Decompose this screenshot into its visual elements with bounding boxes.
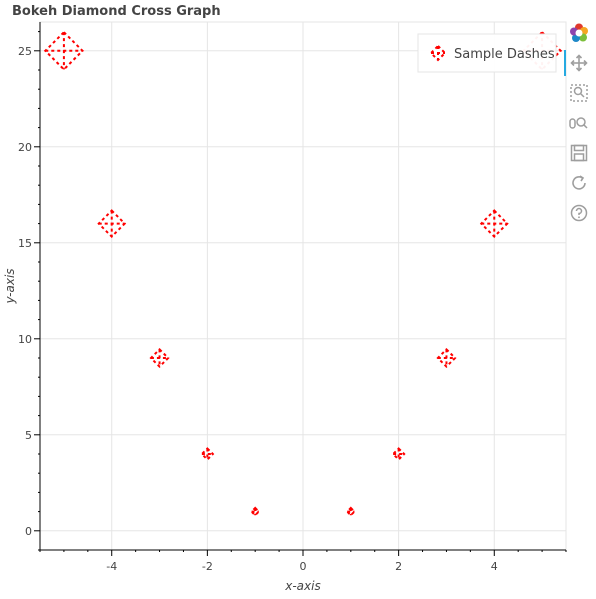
active-tool-indicator xyxy=(564,50,566,76)
legend-marker-icon xyxy=(429,44,447,62)
legend-label: Sample Dashes xyxy=(454,47,555,62)
bokeh-logo-icon[interactable] xyxy=(568,22,590,44)
data-point xyxy=(436,347,457,369)
chart-title: Bokeh Diamond Cross Graph xyxy=(12,4,221,19)
y-tick-label: 15 xyxy=(18,237,32,250)
grid xyxy=(40,22,566,550)
y-tick-label: 0 xyxy=(25,525,32,538)
legend-box xyxy=(417,33,557,73)
x-tick-label: 2 xyxy=(395,560,402,573)
data-point xyxy=(200,447,215,461)
reset-icon[interactable] xyxy=(568,172,590,194)
y-tick-label: 25 xyxy=(18,45,32,58)
x-tick-label: -2 xyxy=(202,560,213,573)
x-axis-label: x-axis xyxy=(284,579,320,593)
wheel-zoom-icon[interactable] xyxy=(568,112,590,134)
axes: -4 -2 0 2 4 0 5 10 15 20 25 xyxy=(18,22,567,573)
data-point xyxy=(479,209,509,239)
y-axis-label: y-axis xyxy=(3,268,17,304)
y-tick-label: 20 xyxy=(18,141,32,154)
x-tick-label: 4 xyxy=(491,560,498,573)
data-point xyxy=(149,347,170,369)
data-point xyxy=(43,30,84,71)
help-icon[interactable] xyxy=(568,202,590,224)
x-tick-label: 0 xyxy=(300,560,307,573)
data-point xyxy=(97,209,127,239)
y-tick-label: 10 xyxy=(18,333,32,346)
legend[interactable]: Sample Dashes xyxy=(417,33,557,73)
y-tick-label: 5 xyxy=(25,429,32,442)
data-point xyxy=(250,506,261,517)
pan-icon[interactable] xyxy=(568,52,590,74)
data-point xyxy=(345,506,356,517)
legend-glyph-shape xyxy=(429,44,447,62)
box-zoom-icon[interactable] xyxy=(568,82,590,104)
x-tick-label: -4 xyxy=(106,560,117,573)
data-point xyxy=(391,447,406,461)
save-icon[interactable] xyxy=(568,142,590,164)
